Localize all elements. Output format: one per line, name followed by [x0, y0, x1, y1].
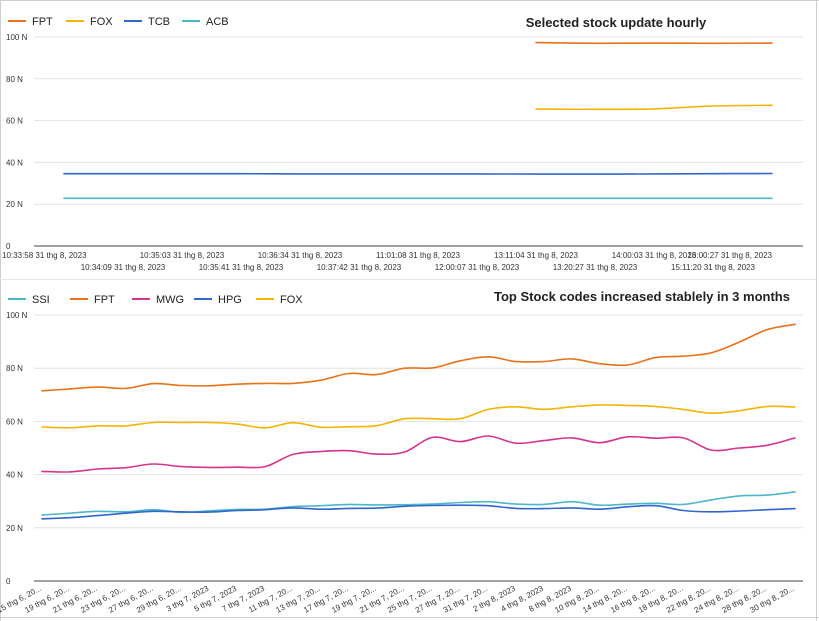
y-tick-label: 40 N [6, 471, 23, 480]
y-tick-label: 80 N [6, 364, 23, 373]
series-line-fpt[interactable] [41, 323, 796, 392]
x-tick-label: 10:36:34 31 thg 8, 2023 [258, 251, 343, 260]
legend-label-mwg: MWG [156, 294, 184, 306]
three-month-chart-title: Top Stock codes increased stablely in 3 … [494, 289, 790, 304]
legend-item-hpg[interactable]: HPG [194, 294, 242, 306]
x-tick-label: 10:35:03 31 thg 8, 2023 [140, 251, 225, 260]
chart-divider [0, 279, 816, 280]
y-tick-label: 100 N [6, 33, 28, 42]
x-tick-label: 10:33:58 31 thg 8, 2023 [2, 251, 87, 260]
legend-item-tcb[interactable]: TCB [124, 16, 170, 28]
series-line-fox[interactable] [535, 104, 773, 111]
y-tick-label: 80 N [6, 75, 23, 84]
series-line-hpg[interactable] [41, 504, 796, 520]
legend-label-tcb: TCB [148, 16, 170, 28]
legend-item-fox[interactable]: FOX [66, 16, 113, 28]
x-tick-label: 13:20:27 31 thg 8, 2023 [553, 263, 638, 272]
legend-item-fpt[interactable]: FPT [70, 294, 115, 306]
frame-right-border [816, 0, 817, 621]
series-line-tcb[interactable] [63, 172, 773, 175]
series-line-fpt[interactable] [535, 41, 773, 45]
frame-bottom-border [0, 617, 819, 618]
series-line-mwg[interactable] [41, 435, 796, 473]
legend-label-fpt: FPT [94, 294, 115, 306]
legend-item-ssi[interactable]: SSI [8, 294, 50, 306]
x-tick-label: 10:37:42 31 thg 8, 2023 [317, 263, 402, 272]
x-tick-label: 11:01:08 31 thg 8, 2023 [376, 251, 460, 260]
legend-item-fox[interactable]: FOX [256, 294, 303, 306]
legend-label-fpt: FPT [32, 16, 53, 28]
y-tick-label: 60 N [6, 117, 23, 126]
y-tick-label: 60 N [6, 417, 23, 426]
legend-label-hpg: HPG [218, 294, 242, 306]
legend-label-fox: FOX [280, 294, 303, 306]
legend-item-mwg[interactable]: MWG [132, 294, 184, 306]
y-tick-label: 20 N [6, 524, 23, 533]
x-tick-label: 14:00:03 31 thg 8, 2023 [612, 251, 697, 260]
legend-label-ssi: SSI [32, 294, 50, 306]
y-tick-label: 0 [6, 242, 11, 251]
legend-label-fox: FOX [90, 16, 113, 28]
hourly-stock-chart: Selected stock update hourly FPT FOX TCB ACB… [2, 15, 803, 272]
hourly-chart-title: Selected stock update hourly [526, 15, 707, 30]
legend-label-acb: ACB [206, 16, 229, 28]
frame-top-border [0, 0, 819, 1]
legend-item-fpt[interactable]: FPT [8, 16, 53, 28]
y-tick-label: 20 N [6, 200, 23, 209]
series-line-fox[interactable] [41, 404, 796, 429]
frame-left-border [0, 0, 1, 621]
y-tick-label: 100 N [6, 311, 28, 320]
y-tick-label: 40 N [6, 158, 23, 167]
x-tick-label: 10:35:41 31 thg 8, 2023 [199, 263, 284, 272]
x-tick-label: 16:00:27 31 thg 8, 2023 [687, 251, 772, 260]
x-tick-label: 13:11:04 31 thg 8, 2023 [494, 251, 578, 260]
x-tick-label: 12:00:07 31 thg 8, 2023 [435, 263, 520, 272]
legend-item-acb[interactable]: ACB [182, 16, 229, 28]
x-tick-label: 10:34:09 31 thg 8, 2023 [81, 263, 166, 272]
y-tick-label: 0 [6, 577, 11, 586]
x-tick-label: 15:11:20 31 thg 8, 2023 [671, 263, 755, 272]
